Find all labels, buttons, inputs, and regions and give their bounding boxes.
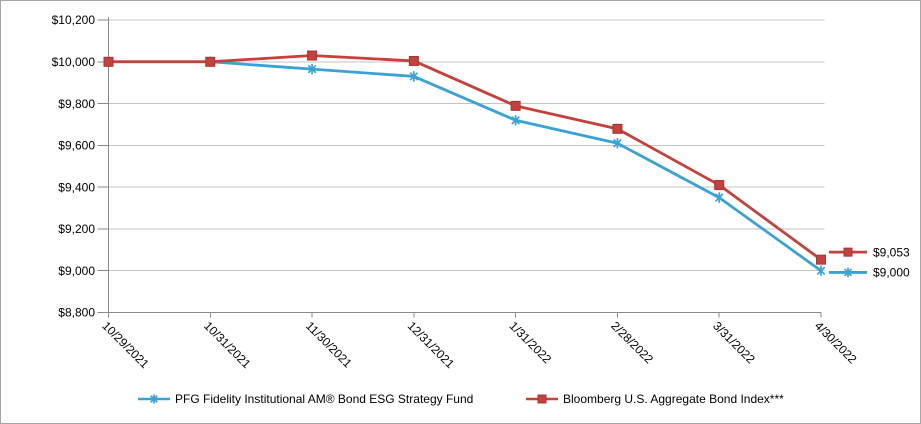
x-axis-label: 10/29/2021 bbox=[99, 319, 152, 372]
fund-point-marker bbox=[409, 71, 419, 82]
x-axis-label: 2/28/2022 bbox=[608, 319, 656, 367]
chart-legend: PFG Fidelity Institutional AM® Bond ESG … bbox=[1, 390, 920, 412]
fund-point-marker bbox=[714, 192, 724, 203]
fund-line bbox=[108, 60, 822, 272]
y-axis-label: $9,600 bbox=[58, 139, 95, 153]
y-axis-label: $9,000 bbox=[58, 264, 95, 278]
index-point-marker bbox=[510, 100, 521, 111]
fund-point-marker bbox=[816, 265, 826, 276]
end-label-marker-icon bbox=[843, 267, 853, 278]
y-axis-label: $9,200 bbox=[58, 222, 95, 236]
legend-marker-glyph bbox=[150, 394, 158, 404]
index-point-marker bbox=[816, 254, 826, 265]
y-axis-label: $8,800 bbox=[58, 306, 95, 320]
x-axis-label: 11/30/2021 bbox=[303, 319, 355, 371]
index-point-marker bbox=[408, 55, 419, 66]
end-label-value: $9,000 bbox=[873, 266, 910, 280]
legend-label-fund: PFG Fidelity Institutional AM® Bond ESG … bbox=[175, 392, 474, 406]
legend-item-index: Bloomberg U.S. Aggregate Bond Index*** bbox=[525, 390, 784, 408]
end-label-fund: $9,000 bbox=[829, 266, 910, 280]
index-point-marker bbox=[612, 123, 623, 134]
legend-item-fund: PFG Fidelity Institutional AM® Bond ESG … bbox=[137, 390, 473, 408]
x-axis-label: 3/31/2022 bbox=[710, 319, 758, 367]
x-axis-label: 4/30/2022 bbox=[812, 319, 860, 367]
index-line-square-marker-icon bbox=[526, 394, 558, 404]
index-point-marker bbox=[307, 50, 318, 61]
y-axis-label: $10,200 bbox=[52, 13, 96, 27]
fund-point-marker bbox=[511, 115, 520, 126]
end-label-value: $9,053 bbox=[873, 245, 910, 259]
fund-point-marker bbox=[613, 138, 622, 149]
legend-label-index: Bloomberg U.S. Aggregate Bond Index*** bbox=[563, 392, 784, 406]
x-axis-label: 10/31/2021 bbox=[201, 319, 254, 372]
x-axis-label: 1/31/2022 bbox=[507, 319, 555, 367]
index-line bbox=[108, 54, 822, 261]
fund-line-asterisk-marker-icon bbox=[138, 394, 170, 404]
index-point-marker bbox=[103, 56, 114, 67]
y-axis-label: $9,400 bbox=[58, 180, 95, 194]
fund-point-marker bbox=[307, 63, 317, 75]
end-label-index: $9,053 bbox=[829, 245, 910, 259]
index-point-marker bbox=[714, 180, 725, 191]
x-axis-label: 12/31/2021 bbox=[405, 319, 458, 372]
y-axis-label: $10,000 bbox=[52, 55, 96, 69]
index-point-marker bbox=[205, 56, 216, 67]
end-label-marker-icon bbox=[843, 247, 853, 257]
legend-marker-glyph bbox=[537, 394, 547, 404]
y-axis-label: $9,800 bbox=[58, 97, 95, 111]
